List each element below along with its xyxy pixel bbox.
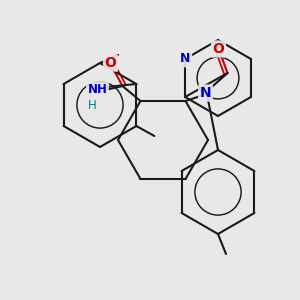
Text: NH: NH [88,82,107,95]
Text: N: N [200,86,211,100]
Text: H: H [88,98,97,112]
Text: O: O [105,56,116,70]
Text: O: O [213,42,224,56]
Text: N: N [180,52,190,65]
